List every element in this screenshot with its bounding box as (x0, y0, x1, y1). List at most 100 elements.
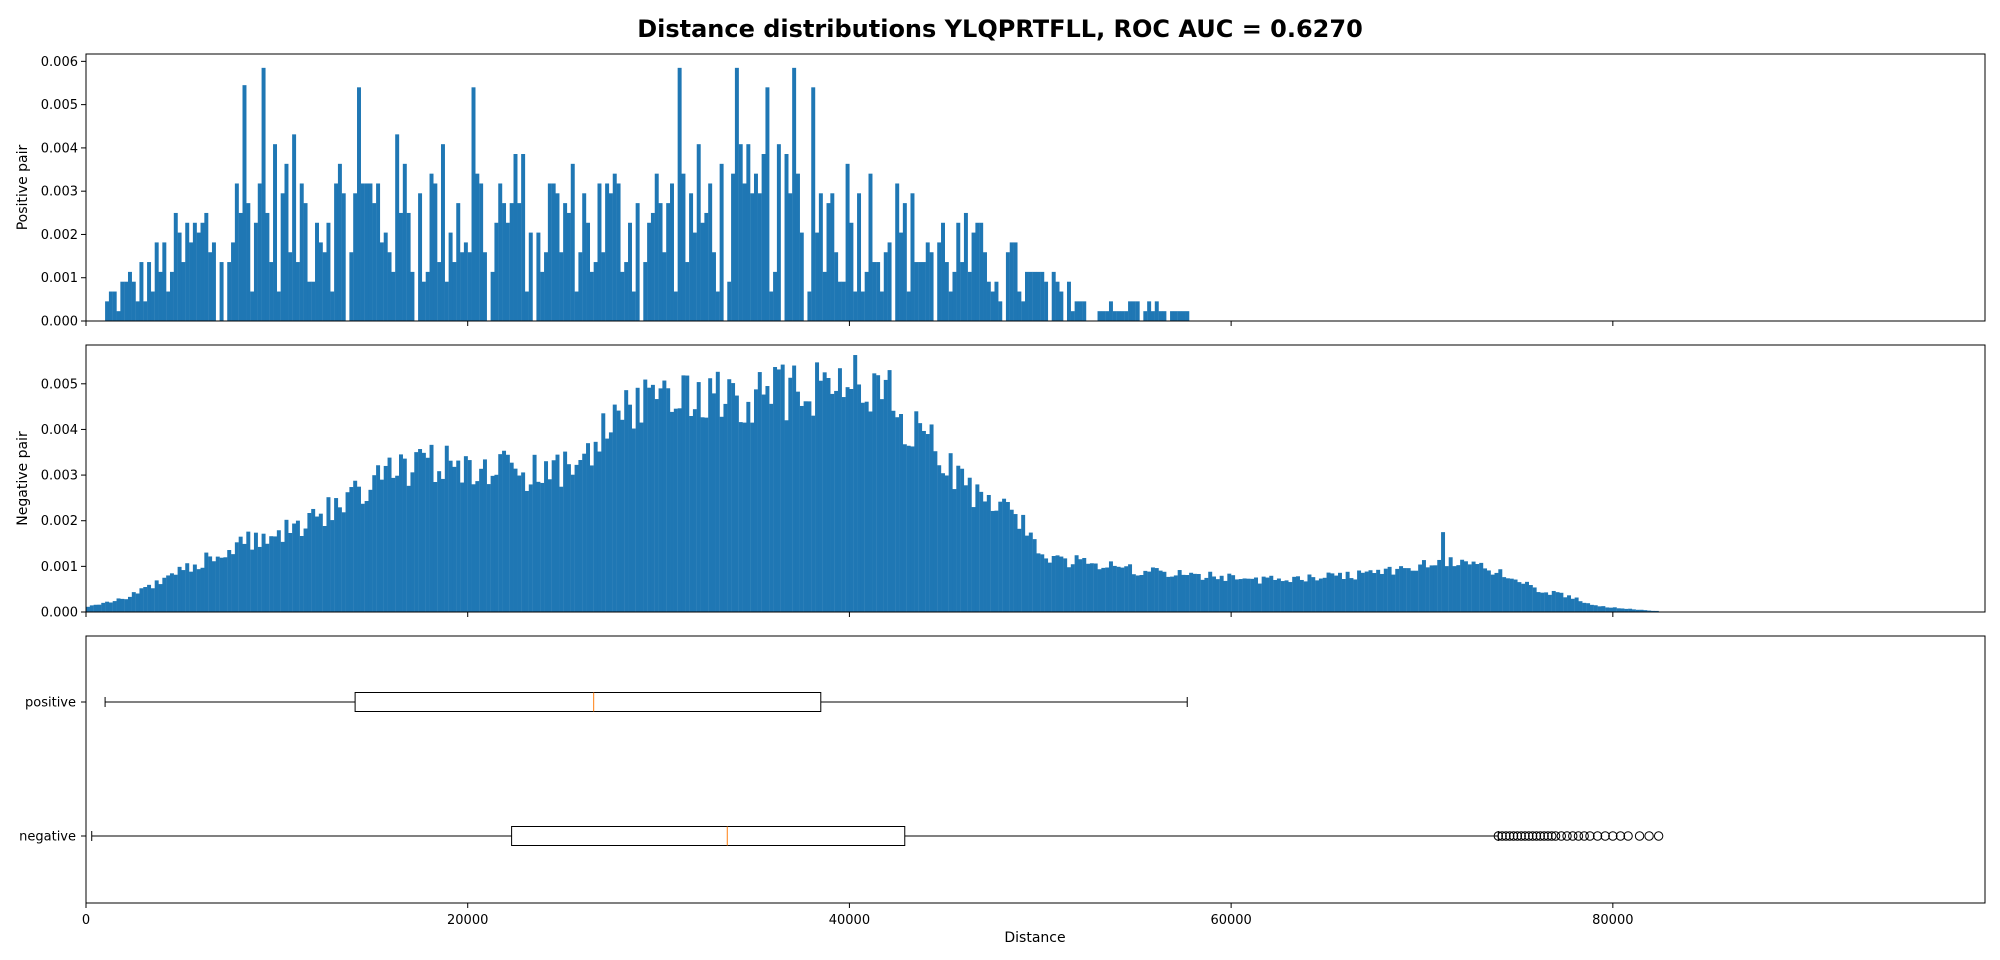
histogram-bar (521, 154, 526, 321)
flier-point (1568, 831, 1578, 841)
histogram-bar (608, 193, 613, 321)
histogram-bar (1418, 564, 1423, 612)
histogram-bar (849, 389, 854, 612)
histogram-bar (211, 561, 216, 612)
histogram-bar (1509, 578, 1514, 612)
histogram-bar (1017, 528, 1022, 612)
histogram-bar (998, 301, 1003, 321)
histogram-bar (307, 513, 312, 612)
histogram-bar (97, 604, 102, 612)
histogram-bar (765, 386, 770, 612)
histogram-bar (666, 388, 671, 612)
histogram-bar (799, 232, 804, 321)
histogram-bar (528, 232, 533, 321)
histogram-bar (899, 414, 904, 612)
histogram-bar (1170, 311, 1175, 321)
histogram-bar (1395, 568, 1400, 612)
histogram-bar (494, 222, 499, 321)
histogram-bar (120, 281, 125, 321)
histogram-bar (734, 67, 739, 321)
histogram-bar (528, 484, 533, 612)
histogram-bar (1330, 573, 1335, 612)
histogram-bar (1185, 575, 1190, 612)
histogram-bar (295, 262, 300, 321)
histogram-bar (990, 291, 995, 321)
histogram-bar (1467, 564, 1472, 612)
histogram-bar (368, 183, 373, 321)
histogram-bar (452, 466, 457, 612)
histogram-bar (364, 183, 369, 321)
histogram-bar (440, 144, 445, 321)
histogram-bar (921, 430, 926, 612)
histogram-bar (1334, 575, 1339, 612)
histogram-bar (1059, 291, 1064, 321)
histogram-bar (1074, 301, 1079, 321)
histogram-bar (1536, 592, 1541, 612)
histogram-bar (1414, 570, 1419, 612)
histogram-bar (1044, 281, 1049, 321)
histogram-bar (944, 475, 949, 612)
histogram-bar (792, 365, 797, 612)
histogram-bar (1150, 567, 1155, 612)
histogram-bar (387, 252, 392, 321)
histogram-bar (1040, 271, 1045, 321)
histogram-bar (1303, 581, 1308, 612)
histogram-bar (895, 183, 900, 321)
histogram-bar (131, 281, 136, 321)
histogram-bar (681, 375, 686, 612)
histogram-bar (1238, 579, 1243, 612)
histogram-bar (616, 183, 621, 321)
histogram-bar (593, 441, 598, 612)
histogram-bar (1223, 580, 1228, 612)
x-tick-label: 40000 (829, 913, 870, 928)
histogram-bar (1032, 539, 1037, 612)
histogram-bar (154, 580, 159, 612)
histogram-bar (681, 173, 686, 321)
histogram-bar (868, 411, 873, 612)
histogram-bar (631, 291, 636, 321)
histogram-bar (1250, 578, 1255, 612)
histogram-bar (1112, 565, 1117, 612)
flier-point (1539, 831, 1549, 841)
histogram-bar (631, 428, 636, 612)
histogram-bar (311, 508, 316, 612)
histogram-bar (1589, 604, 1594, 612)
histogram-bar (948, 453, 953, 612)
histogram-bar (1147, 301, 1152, 321)
histogram-bar (330, 291, 335, 321)
histogram-bar (250, 549, 255, 612)
histogram-bar (673, 291, 678, 321)
histogram-bar (792, 67, 797, 321)
histogram-bar (257, 546, 262, 612)
histogram-bar (937, 242, 942, 321)
histogram-bar (578, 252, 583, 321)
histogram-bar (200, 567, 205, 612)
histogram-bar (1005, 502, 1010, 612)
histogram-bar (956, 465, 961, 612)
histogram-bar (288, 532, 293, 612)
histogram-bar (883, 379, 888, 612)
histogram-bar (883, 252, 888, 321)
histogram-bar (433, 183, 438, 321)
histogram-bar (822, 372, 827, 612)
histogram-bar (731, 383, 736, 612)
histogram-bar (815, 232, 820, 321)
histogram-bar (234, 542, 239, 612)
histogram-bar (1139, 575, 1144, 612)
histogram-bar (1547, 594, 1552, 612)
flier-point (1508, 831, 1519, 841)
histogram-bar (1643, 610, 1648, 612)
histogram-bar (463, 456, 468, 612)
histogram-bar (353, 193, 358, 321)
histogram-bar (689, 193, 694, 321)
histogram-bar (765, 87, 770, 321)
histogram-bar (89, 605, 94, 612)
histogram-bar (460, 482, 465, 612)
histogram-bar (349, 252, 354, 321)
histogram-bar (937, 465, 942, 612)
histogram-bar (906, 445, 911, 612)
histogram-bar (849, 222, 854, 321)
y-tick-label: 0.001 (41, 271, 78, 286)
histogram-bar (551, 183, 556, 321)
histogram-bar (540, 482, 545, 612)
